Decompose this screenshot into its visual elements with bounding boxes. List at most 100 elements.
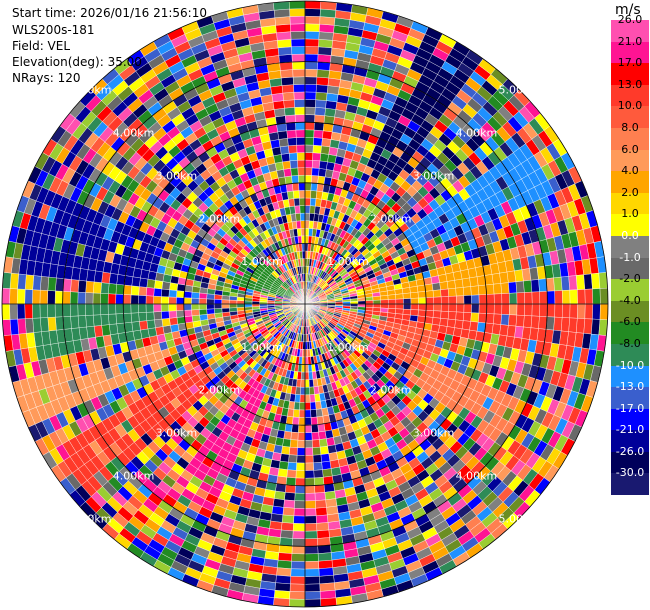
ray-gate — [317, 61, 331, 71]
ring-label: 5.00km — [70, 84, 112, 97]
device-label: WLS200s-181 — [12, 23, 95, 37]
ray-gate — [300, 220, 306, 229]
ray-gate — [417, 309, 427, 317]
ray-gate — [304, 530, 318, 540]
ray-gate — [304, 61, 318, 70]
ray-gate — [115, 313, 125, 324]
ray-gate — [285, 183, 294, 192]
ray-gate — [308, 371, 314, 380]
ray-gate — [285, 477, 297, 486]
ray-gate — [191, 314, 201, 322]
ray-gate — [289, 591, 306, 600]
ray-gate — [315, 408, 323, 418]
ray-gate — [546, 303, 556, 318]
ray-gate — [161, 310, 170, 320]
ray-gate — [304, 561, 320, 570]
ray-gate — [47, 290, 56, 305]
ray-gate — [304, 409, 312, 418]
ray-gate — [304, 205, 311, 214]
ray-gate — [569, 303, 578, 319]
ray-gate — [294, 114, 306, 123]
ray-gate — [447, 311, 457, 321]
ray-gate — [319, 575, 335, 585]
ray-gate — [294, 485, 306, 494]
ray-gate — [123, 284, 132, 296]
ray-gate — [568, 275, 578, 291]
ray-gate — [326, 437, 336, 447]
ray-gate — [62, 291, 71, 305]
ray-gate — [108, 272, 119, 285]
colorbar-cell: -30.0 — [611, 466, 649, 496]
ray-gate — [402, 308, 412, 316]
ring-label: 1.00km — [327, 255, 369, 268]
ray-gate — [292, 61, 306, 70]
ring-label: 2.00km — [199, 212, 241, 225]
ray-gate — [554, 303, 563, 318]
ray-gate — [431, 317, 441, 326]
ray-gate — [425, 290, 434, 298]
ray-gate — [493, 313, 502, 325]
ray-gate — [276, 169, 286, 179]
ray-gate — [280, 69, 294, 79]
ray-gate — [380, 299, 389, 305]
ray-gate — [317, 537, 331, 547]
ray-gate — [294, 492, 306, 502]
ray-gate — [70, 315, 80, 329]
ray-gate — [365, 300, 374, 305]
ray-gate — [304, 38, 320, 47]
ray-gate — [24, 303, 33, 319]
ray-gate — [9, 288, 18, 305]
ray-gate — [16, 303, 26, 320]
ray-gate — [304, 167, 313, 176]
ray-gate — [509, 292, 518, 305]
ray-gate — [424, 283, 434, 292]
colorbar-tick-label: -10.0 — [615, 358, 645, 372]
ray-gate — [320, 453, 331, 463]
ray-gate — [304, 538, 318, 547]
ray-gate — [300, 379, 306, 388]
ray-gate — [85, 314, 95, 328]
ray-gate — [425, 310, 434, 318]
ray-gate — [275, 23, 291, 33]
ray-gate — [294, 99, 306, 108]
ray-gate — [213, 299, 222, 305]
ray-gate — [176, 297, 185, 305]
ray-gate — [214, 308, 223, 314]
ray-gate — [395, 303, 404, 310]
ray-gate — [516, 303, 525, 316]
ray-gate — [283, 430, 292, 440]
ray-gate — [161, 318, 171, 327]
ray-gate — [85, 303, 94, 316]
ray-gate — [77, 303, 86, 317]
ray-gate — [446, 318, 456, 328]
ray-gate — [304, 228, 310, 237]
ray-gate — [568, 317, 578, 333]
ray-gate — [274, 161, 284, 171]
ray-gate — [493, 293, 503, 305]
ray-gate — [314, 492, 326, 501]
ray-gate — [146, 319, 156, 330]
ray-gate — [486, 293, 495, 305]
colorbar-tick-label: 8.0 — [621, 120, 639, 134]
ray-gate — [300, 212, 306, 221]
ray-gate — [153, 287, 163, 297]
ray-gate — [318, 567, 334, 577]
ray-gate — [463, 295, 472, 305]
ray-gate — [304, 462, 314, 471]
ray-gate — [491, 323, 502, 336]
ray-gate — [281, 445, 291, 455]
ray-gate — [304, 364, 309, 373]
ray-gate — [365, 296, 374, 302]
ray-gate — [569, 289, 578, 305]
ray-gate — [77, 280, 87, 293]
ray-gate — [236, 300, 245, 305]
ray-gate — [292, 530, 306, 540]
ray-gate — [304, 159, 313, 169]
ray-gate — [599, 303, 609, 321]
ray-gate — [9, 303, 18, 320]
ray-gate — [290, 38, 306, 47]
colorbar-tick-label: -4.0 — [619, 293, 641, 307]
ray-gate — [295, 213, 301, 222]
ray-gate — [455, 287, 465, 297]
ray-gate — [280, 529, 294, 539]
